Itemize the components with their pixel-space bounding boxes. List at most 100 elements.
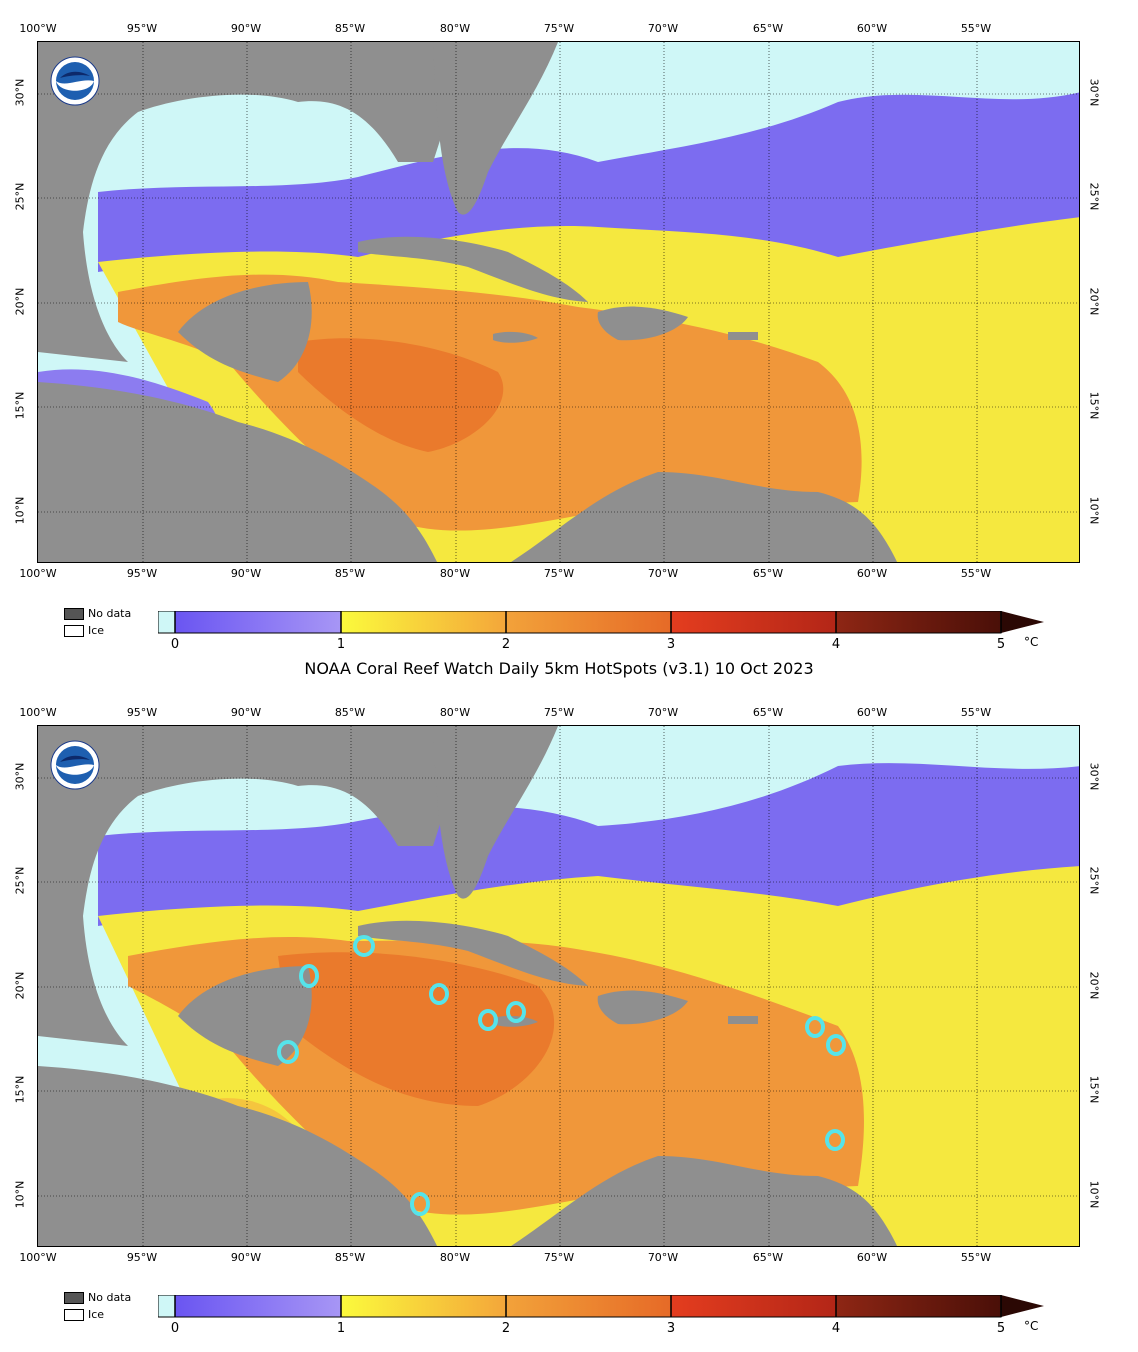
lon-label: 55°W bbox=[960, 1251, 992, 1264]
lon-label: 70°W bbox=[647, 706, 679, 719]
lon-label: 95°W bbox=[126, 1251, 158, 1264]
colorbar-tick: 2 bbox=[501, 1321, 511, 1336]
lon-label: 100°W bbox=[19, 1251, 57, 1264]
colorbar-tick: 4 bbox=[831, 637, 841, 652]
lon-label: 55°W bbox=[960, 22, 992, 35]
lon-label: 85°W bbox=[334, 567, 366, 580]
lat-label: 10°N bbox=[1087, 1180, 1101, 1209]
lon-label: 65°W bbox=[752, 706, 784, 719]
lon-label: 80°W bbox=[439, 567, 471, 580]
hotspot-marker bbox=[353, 935, 375, 957]
cool-anomaly-region bbox=[98, 92, 1079, 272]
ice-label: Ice bbox=[88, 1308, 105, 1321]
lat-label: 25°N bbox=[13, 182, 27, 211]
lat-label: 15°N bbox=[13, 391, 27, 420]
ice-swatch bbox=[64, 1309, 84, 1321]
lon-label: 70°W bbox=[647, 567, 679, 580]
lon-label: 90°W bbox=[230, 567, 262, 580]
lat-label: 30°N bbox=[13, 762, 27, 791]
legend-key: No data Ice bbox=[64, 605, 131, 639]
lon-label: 70°W bbox=[647, 1251, 679, 1264]
colorbar-tick: 3 bbox=[666, 1321, 676, 1336]
lat-label: 20°N bbox=[1087, 287, 1101, 316]
colorbar-tick: 0 bbox=[170, 1321, 180, 1336]
colorbar-tick: 5 bbox=[996, 1321, 1006, 1336]
land-yucatan bbox=[178, 282, 312, 382]
lon-label: 65°W bbox=[752, 567, 784, 580]
lon-label: 60°W bbox=[856, 706, 888, 719]
lon-label: 85°W bbox=[334, 1251, 366, 1264]
lon-label: 80°W bbox=[439, 706, 471, 719]
graticule bbox=[38, 42, 1079, 562]
lat-label: 25°N bbox=[1087, 182, 1101, 211]
lat-label: 20°N bbox=[1087, 971, 1101, 1000]
lon-label: 90°W bbox=[230, 1251, 262, 1264]
lon-label: 65°W bbox=[752, 22, 784, 35]
land-hispaniola bbox=[597, 306, 688, 341]
colorbar: 0 1 2 3 4 5 °C bbox=[157, 610, 1048, 661]
lat-label: 10°N bbox=[13, 496, 27, 525]
noaa-logo-icon bbox=[50, 740, 100, 790]
lon-label: 75°W bbox=[543, 706, 575, 719]
colorbar-tick: 2 bbox=[501, 637, 511, 652]
no-data-label: No data bbox=[88, 1291, 132, 1304]
hotspot-marker bbox=[410, 1192, 430, 1216]
hotspot-map-bottom bbox=[37, 725, 1080, 1247]
lon-label: 60°W bbox=[856, 567, 888, 580]
lon-label: 100°W bbox=[19, 706, 57, 719]
lon-label: 90°W bbox=[230, 22, 262, 35]
lat-label: 20°N bbox=[13, 287, 27, 316]
lon-label: 65°W bbox=[752, 1251, 784, 1264]
hotspot-marker bbox=[506, 1001, 526, 1023]
lat-label: 30°N bbox=[13, 78, 27, 107]
lon-label: 80°W bbox=[439, 22, 471, 35]
lat-label: 10°N bbox=[13, 1180, 27, 1209]
colorbar-unit: °C bbox=[1024, 1319, 1039, 1333]
lon-label: 55°W bbox=[960, 567, 992, 580]
lon-label: 80°W bbox=[439, 1251, 471, 1264]
colorbar-tick: 1 bbox=[336, 1321, 346, 1336]
lon-label: 85°W bbox=[334, 706, 366, 719]
hotspot-markers bbox=[277, 935, 846, 1216]
lon-label: 90°W bbox=[230, 706, 262, 719]
hotspot-marker bbox=[478, 1009, 498, 1031]
noaa-logo-icon bbox=[50, 56, 100, 106]
land-south-america bbox=[511, 472, 898, 562]
lon-label: 75°W bbox=[543, 22, 575, 35]
colorbar-tick: 1 bbox=[336, 637, 346, 652]
lat-label: 30°N bbox=[1087, 78, 1101, 107]
hotspot-marker bbox=[277, 1040, 299, 1064]
no-data-swatch bbox=[64, 1292, 84, 1304]
lon-label: 60°W bbox=[856, 22, 888, 35]
colorbar-tick: 0 bbox=[170, 637, 180, 652]
legend-key: No data Ice bbox=[64, 1289, 131, 1323]
hotspot-map-top bbox=[37, 41, 1080, 563]
lat-label: 15°N bbox=[1087, 1075, 1101, 1104]
lon-label: 95°W bbox=[126, 706, 158, 719]
lon-label: 75°W bbox=[543, 567, 575, 580]
lon-label: 75°W bbox=[543, 1251, 575, 1264]
chart-title: NOAA Coral Reef Watch Daily 5km HotSpots… bbox=[304, 659, 814, 678]
lon-label: 60°W bbox=[856, 1251, 888, 1264]
lat-label: 15°N bbox=[13, 1075, 27, 1104]
hotspot-marker bbox=[299, 964, 319, 988]
lon-label: 70°W bbox=[647, 22, 679, 35]
lon-label: 95°W bbox=[126, 22, 158, 35]
colorbar-tick: 3 bbox=[666, 637, 676, 652]
no-data-swatch bbox=[64, 608, 84, 620]
colorbar-tick: 5 bbox=[996, 637, 1006, 652]
colorbar-tick: 4 bbox=[831, 1321, 841, 1336]
hotspot-marker bbox=[805, 1016, 825, 1038]
lon-label: 100°W bbox=[19, 567, 57, 580]
land-florida bbox=[433, 42, 558, 215]
lat-label: 20°N bbox=[13, 971, 27, 1000]
land-central-america bbox=[38, 382, 438, 562]
lat-label: 25°N bbox=[13, 866, 27, 895]
lon-label: 85°W bbox=[334, 22, 366, 35]
hotspot-marker bbox=[826, 1034, 846, 1056]
lon-label: 95°W bbox=[126, 567, 158, 580]
lat-label: 15°N bbox=[1087, 391, 1101, 420]
colorbar: 0 1 2 3 4 5 °C bbox=[157, 1294, 1048, 1345]
lat-label: 25°N bbox=[1087, 866, 1101, 895]
hotspot-marker bbox=[429, 983, 449, 1005]
